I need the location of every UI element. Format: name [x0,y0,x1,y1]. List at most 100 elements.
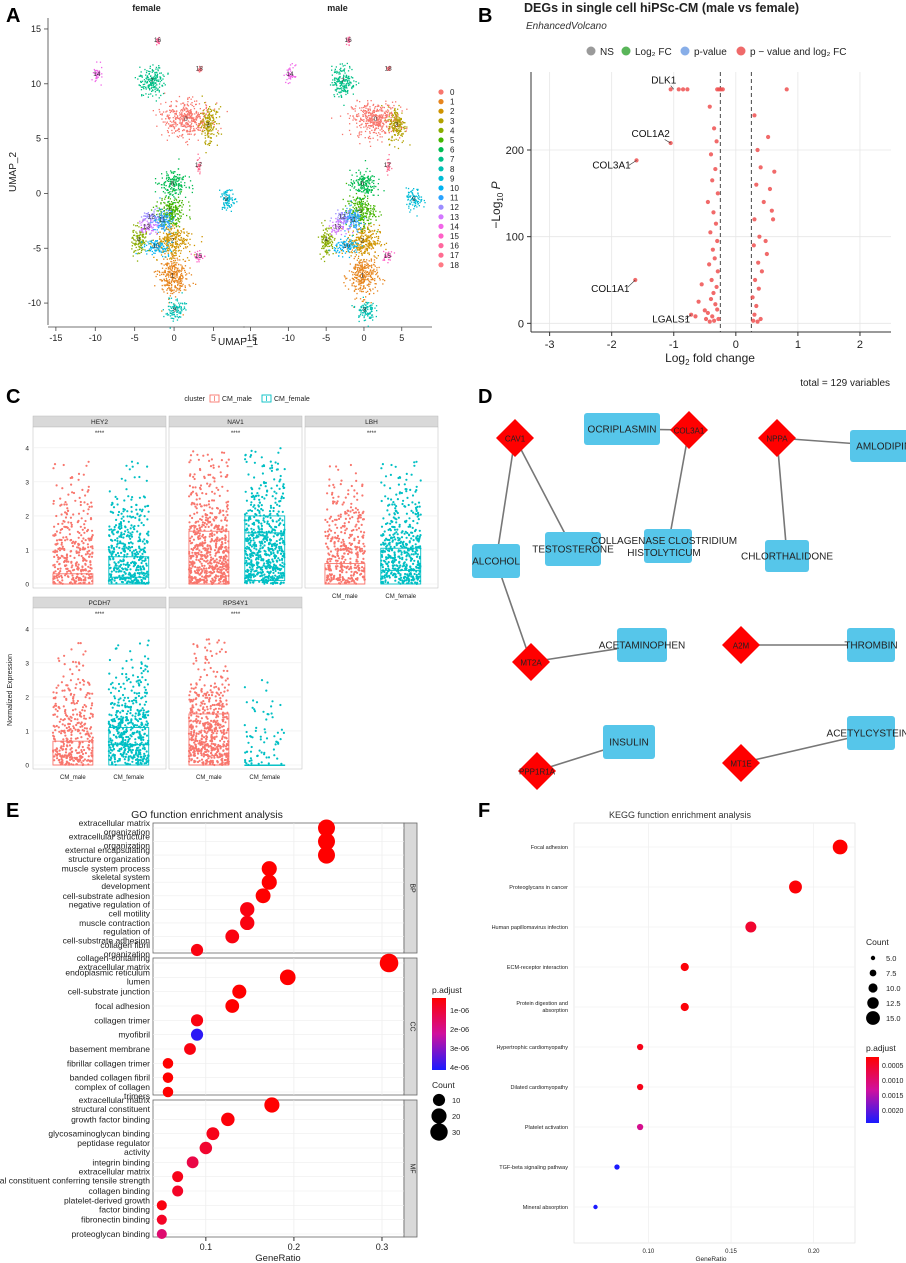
umap-point [141,243,143,245]
umap-point [217,111,219,113]
umap-point [346,277,348,279]
umap-point [133,224,135,226]
umap-point [160,239,162,241]
umap-point [390,121,393,123]
umap-point [180,250,182,252]
umap-point [358,264,360,266]
umap-point [348,117,351,119]
umap-point [176,308,178,311]
panel-letter-a: A [6,5,20,27]
umap-point [334,70,336,72]
umap-point [140,216,143,218]
umap-point [175,247,177,249]
umap-point [179,289,182,292]
umap-point [328,227,330,229]
umap-point [179,211,181,213]
umap-point [373,187,375,189]
umap-point [344,230,346,232]
umap-point [97,72,100,74]
umap-point [168,314,170,316]
umap-point [161,224,163,226]
umap-point [153,228,155,231]
umap-point [335,90,338,92]
umap-point [347,215,349,217]
umap-point [365,126,367,128]
umap-point [351,241,353,243]
umap-point [347,92,349,94]
umap-point [158,97,160,99]
umap-point [153,215,155,217]
umap-point [183,289,185,291]
umap-point [151,71,153,73]
umap-point [324,240,326,242]
umap-point [337,242,339,244]
cluster-label: 4 [137,236,141,243]
umap-point [374,205,376,207]
umap-point [367,235,369,237]
umap-point [163,183,165,185]
umap-point [173,260,175,262]
umap-point [179,279,181,281]
umap-point [361,201,363,203]
umap-point [160,244,162,246]
umap-point [359,222,361,224]
umap-point [360,228,362,230]
umap-point [163,284,165,286]
umap-point [153,245,155,247]
umap-point [154,208,156,211]
umap-point [402,121,404,123]
umap-point [163,271,166,273]
umap-point [381,136,383,138]
umap-point [156,213,158,216]
umap-point [374,241,376,243]
umap-point [365,212,367,215]
umap-point [150,248,152,250]
umap-point [341,217,343,219]
umap-point [180,109,183,111]
umap-point [377,229,379,231]
umap-point [213,110,216,112]
umap-point [174,215,176,217]
umap-point [409,211,411,213]
umap-point [210,127,212,129]
umap-point [136,235,138,238]
umap-point [382,110,384,112]
umap-point [399,126,401,128]
umap-point [329,241,331,243]
umap-point [366,250,368,252]
umap-point [206,125,209,127]
umap-point [165,185,167,187]
umap-point [177,309,180,311]
umap-point [143,215,145,217]
umap-point [393,110,395,112]
umap-point [359,237,361,239]
umap-point [375,216,377,218]
umap-point [369,213,371,216]
umap-point [371,304,373,306]
umap-point [381,108,383,110]
umap-point [228,198,231,200]
umap-point [336,218,339,220]
umap-point [397,122,399,124]
umap-point [354,108,356,110]
umap-point [366,210,368,212]
umap-point [360,259,362,261]
umap-point [344,216,347,218]
umap-point [342,85,344,87]
umap-point [176,230,179,232]
umap-point [331,74,333,76]
umap-point [374,265,376,267]
umap-point [145,213,147,215]
umap-point [363,319,365,322]
umap-point [354,220,357,222]
umap-point [371,213,373,215]
umap-point [331,247,334,249]
umap-point [186,140,188,143]
umap-point [92,72,95,74]
umap-point [186,131,188,133]
umap-point [361,305,363,307]
umap-point [369,316,371,318]
umap-point [335,213,337,215]
umap-point [226,190,228,192]
umap-point [172,320,174,322]
